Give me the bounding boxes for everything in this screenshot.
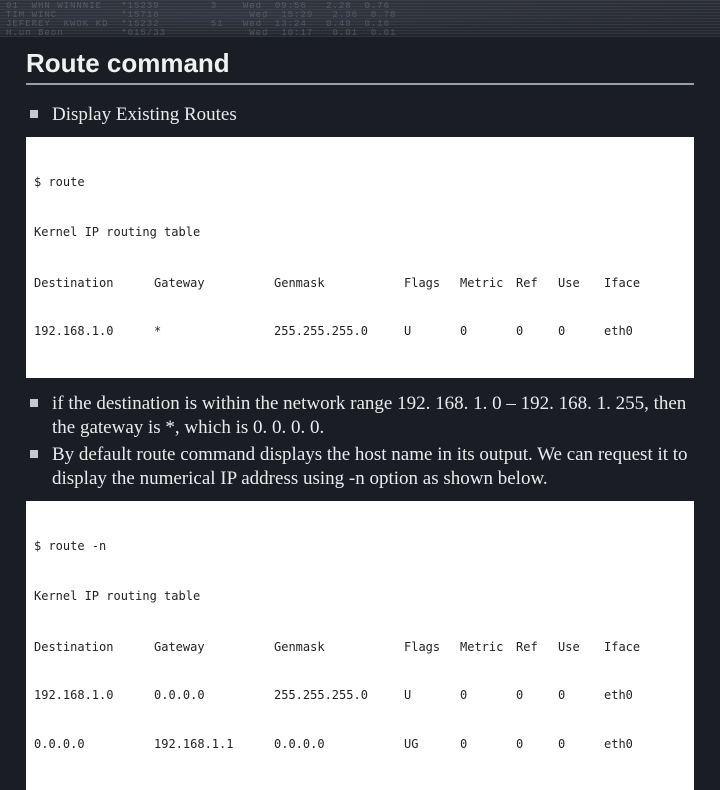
slide-content: Route command Display Existing Routes $ … bbox=[0, 38, 720, 790]
col-header: Ref bbox=[516, 639, 558, 655]
cell: eth0 bbox=[604, 736, 654, 752]
terminal-output-2: $ route -n Kernel IP routing table Desti… bbox=[26, 501, 694, 790]
col-header: Flags bbox=[404, 639, 460, 655]
cell: 0 bbox=[460, 736, 516, 752]
bullet-item: Display Existing Routes bbox=[26, 103, 694, 127]
col-header: Destination bbox=[34, 639, 154, 655]
cell: 192.168.1.0 bbox=[34, 687, 154, 703]
terminal-command: $ route bbox=[34, 174, 686, 190]
col-header: Metric bbox=[460, 639, 516, 655]
cell: 0.0.0.0 bbox=[274, 736, 404, 752]
cell: 0 bbox=[460, 687, 516, 703]
col-header: Iface bbox=[604, 275, 654, 291]
cell: 0 bbox=[558, 323, 604, 339]
terminal-output-1: $ route Kernel IP routing table Destinat… bbox=[26, 137, 694, 378]
cell: eth0 bbox=[604, 687, 654, 703]
bullet-list-top: Display Existing Routes bbox=[26, 103, 694, 127]
col-header: Ref bbox=[516, 275, 558, 291]
cell: 0 bbox=[558, 687, 604, 703]
col-header: Genmask bbox=[274, 275, 404, 291]
cell: 0 bbox=[460, 323, 516, 339]
terminal-header-row: Destination Gateway Genmask Flags Metric… bbox=[34, 639, 686, 655]
slide-title: Route command bbox=[26, 48, 694, 85]
col-header: Genmask bbox=[274, 639, 404, 655]
terminal-subtitle: Kernel IP routing table bbox=[34, 224, 686, 240]
cell: eth0 bbox=[604, 323, 654, 339]
cell: 255.255.255.0 bbox=[274, 323, 404, 339]
terminal-data-row: 192.168.1.0 * 255.255.255.0 U 0 0 0 eth0 bbox=[34, 323, 686, 339]
col-header: Gateway bbox=[154, 639, 274, 655]
cell: U bbox=[404, 687, 460, 703]
col-header: Flags bbox=[404, 275, 460, 291]
header-noise-text: 01 WHN WINNNIE *15239 3 Wed 09:56 2.28 0… bbox=[6, 2, 714, 35]
cell: 0.0.0.0 bbox=[34, 736, 154, 752]
col-header: Destination bbox=[34, 275, 154, 291]
col-header: Use bbox=[558, 275, 604, 291]
bullet-list-mid: if the destination is within the network… bbox=[26, 392, 694, 491]
terminal-header-row: Destination Gateway Genmask Flags Metric… bbox=[34, 275, 686, 291]
cell: U bbox=[404, 323, 460, 339]
cell: 0.0.0.0 bbox=[154, 687, 274, 703]
cell: * bbox=[154, 323, 274, 339]
terminal-data-row: 0.0.0.0 192.168.1.1 0.0.0.0 UG 0 0 0 eth… bbox=[34, 736, 686, 752]
terminal-data-row: 192.168.1.0 0.0.0.0 255.255.255.0 U 0 0 … bbox=[34, 687, 686, 703]
cell: 0 bbox=[516, 687, 558, 703]
mid-section: if the destination is within the network… bbox=[26, 392, 694, 491]
cell: 192.168.1.1 bbox=[154, 736, 274, 752]
cell: 0 bbox=[516, 736, 558, 752]
col-header: Iface bbox=[604, 639, 654, 655]
slide-header-background: 01 WHN WINNNIE *15239 3 Wed 09:56 2.28 0… bbox=[0, 0, 720, 38]
cell: 192.168.1.0 bbox=[34, 323, 154, 339]
terminal-subtitle: Kernel IP routing table bbox=[34, 588, 686, 604]
cell: 255.255.255.0 bbox=[274, 687, 404, 703]
bullet-item: if the destination is within the network… bbox=[26, 392, 694, 441]
col-header: Use bbox=[558, 639, 604, 655]
cell: UG bbox=[404, 736, 460, 752]
cell: 0 bbox=[516, 323, 558, 339]
col-header: Gateway bbox=[154, 275, 274, 291]
bullet-item: By default route command displays the ho… bbox=[26, 443, 694, 492]
col-header: Metric bbox=[460, 275, 516, 291]
cell: 0 bbox=[558, 736, 604, 752]
